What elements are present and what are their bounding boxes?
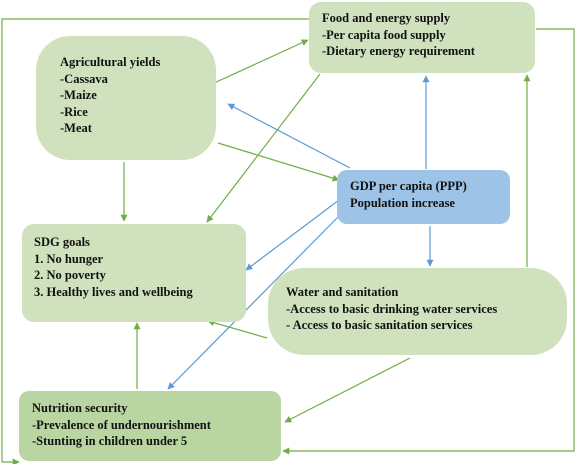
sdg-goals-title: SDG goals [34,235,90,249]
nutrition-security-item: -Prevalence of undernourishment [32,417,211,432]
food-energy-supply-box: Food and energy supply -Per capita food … [309,2,535,73]
water-sanitation-item: - Access to basic sanitation services [286,318,473,332]
water-to-sdg-arrow [207,319,268,339]
sdg-goal-item: 2. No poverty [34,268,106,282]
water-sanitation-box: Water and sanitation -Access to basic dr… [268,268,567,355]
gdp-title: GDP per capita (PPP) [350,179,467,193]
food-to-sdg-arrow [206,73,321,223]
frame-food-to-nutrition-right-connector [282,28,575,455]
gdp-to-nutrition-arrow [167,211,344,390]
water-sanitation-item: -Access to basic drinking water services [286,301,498,316]
gdp-item: Population increase [350,195,455,210]
agricultural-yields-item: -Maize [60,88,97,102]
gdp-population-box: GDP per capita (PPP) Population increase [337,170,510,224]
agri-to-food-arrow [211,39,309,85]
gdp-to-sdg-arrow [245,199,340,271]
sdg-goal-item: 1. No hunger [34,251,104,266]
water-sanitation-title: Water and sanitation [286,285,399,299]
agri-to-gdp-arrow [217,142,340,182]
agricultural-yields-box: Agricultural yields -Cassava -Maize -Ric… [36,36,216,160]
agricultural-yields-item: -Meat [60,121,92,135]
sdg-goal-item: 3. Healthy lives and wellbeing [34,284,193,299]
food-energy-item: -Per capita food supply [322,27,446,42]
nutrition-security-box: Nutrition security -Prevalence of undern… [19,391,281,461]
agricultural-yields-item: -Rice [60,104,88,119]
nutrition-security-item: -Stunting in children under 5 [32,434,188,448]
water-to-nutrition-arrow [284,357,411,423]
sdg-goals-box: SDG goals 1. No hunger 2. No poverty 3. … [22,224,246,322]
nutrition-security-title: Nutrition security [32,401,128,415]
food-energy-item: -Dietary energy requirement [322,44,475,58]
agricultural-yields-title: Agricultural yields [60,55,161,69]
agricultural-yields-item: -Cassava [60,71,108,86]
gdp-to-agri-arrow [227,103,351,169]
frame-food-to-nutrition-connector [1,18,309,464]
food-energy-title: Food and energy supply [322,11,451,25]
